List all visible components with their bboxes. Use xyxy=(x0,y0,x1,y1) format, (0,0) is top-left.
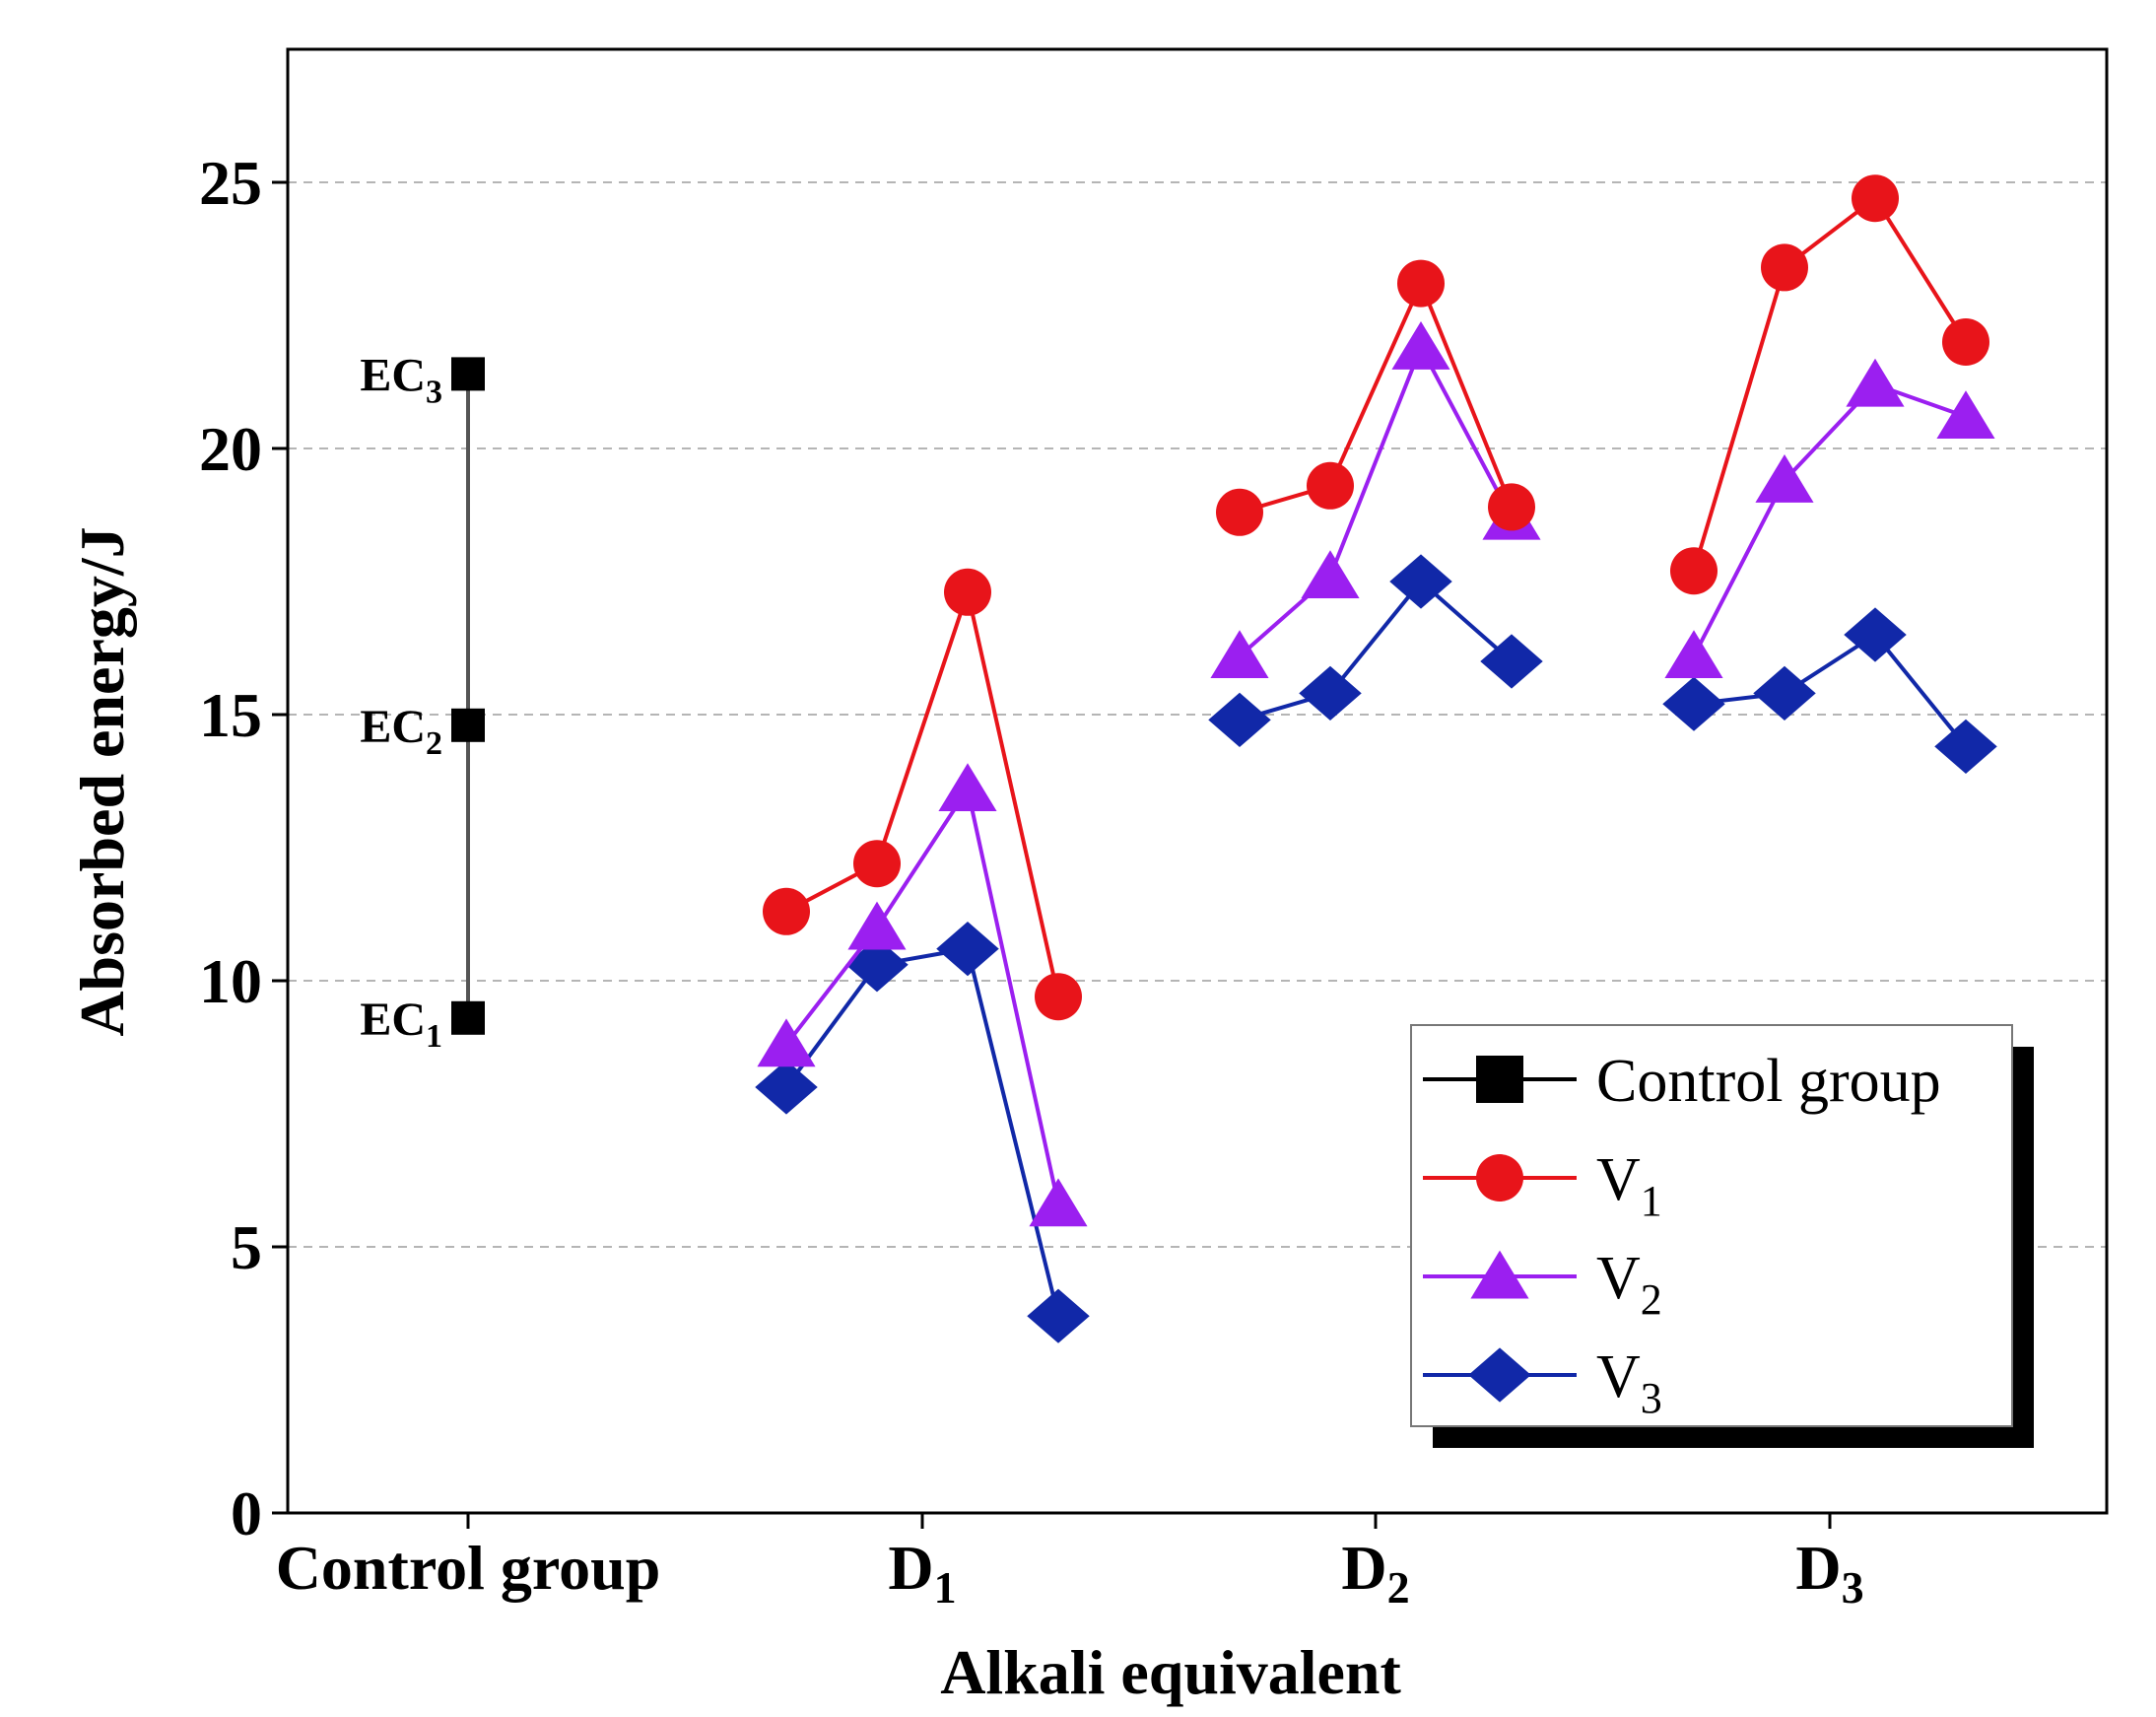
legend-label: Control group xyxy=(1596,1048,1941,1115)
data-point xyxy=(1670,547,1718,595)
x-tick-label: D3 xyxy=(1795,1533,1863,1613)
x-axis-title: Alkali equivalent xyxy=(940,1637,1401,1707)
y-axis-title: Absorbed energy/J xyxy=(67,526,137,1036)
x-tick-label: D2 xyxy=(1341,1533,1409,1613)
data-point xyxy=(1755,454,1814,503)
control-point-label: EC3 xyxy=(360,349,442,410)
data-point xyxy=(757,1018,816,1067)
legend-marker xyxy=(1470,1250,1529,1299)
data-point xyxy=(1389,554,1452,609)
y-tick-label: 10 xyxy=(199,946,262,1016)
data-point xyxy=(1391,321,1450,370)
control-group-series: EC1 EC2 EC3 xyxy=(360,349,485,1055)
data-point xyxy=(1480,634,1543,689)
data-point xyxy=(938,763,997,812)
data-point xyxy=(1846,358,1905,407)
data-point xyxy=(1753,665,1816,721)
y-tick-label: 15 xyxy=(199,680,262,750)
data-point xyxy=(944,568,991,616)
legend-label: V1 xyxy=(1596,1146,1662,1225)
data-point xyxy=(763,887,810,935)
series-line xyxy=(784,784,1060,1205)
control-point-label: EC1 xyxy=(360,994,442,1055)
series-V1 xyxy=(763,174,1989,1021)
data-point xyxy=(1208,692,1271,747)
data-point xyxy=(1942,318,1989,366)
data-point xyxy=(1934,719,1997,774)
control-point xyxy=(451,1000,485,1035)
data-point xyxy=(1301,550,1360,599)
legend-marker xyxy=(1476,1154,1523,1202)
series-line xyxy=(1238,342,1514,658)
legend-label: V2 xyxy=(1596,1245,1662,1324)
data-point xyxy=(1299,665,1362,721)
data-point xyxy=(1664,630,1723,679)
series-line xyxy=(1692,195,1968,572)
x-tick-label: Control group xyxy=(276,1533,661,1603)
control-point-label: EC2 xyxy=(360,701,442,762)
legend-marker xyxy=(1468,1347,1531,1403)
series-line xyxy=(1692,381,1967,657)
series-line xyxy=(784,946,1060,1317)
axes: 0 5 10 15 20 25 Control group D1 D2 D3 xyxy=(199,148,1864,1613)
data-point xyxy=(1210,630,1269,679)
legend-label: V3 xyxy=(1596,1343,1662,1422)
series-line xyxy=(1693,632,1968,748)
data-point xyxy=(1844,607,1907,662)
control-point xyxy=(451,357,485,391)
data-point xyxy=(1029,1178,1088,1227)
y-tick-label: 5 xyxy=(231,1212,262,1282)
data-point xyxy=(936,922,999,977)
data-point xyxy=(1035,973,1082,1021)
series-line xyxy=(785,584,1060,997)
series-V3 xyxy=(755,554,1997,1343)
data-point xyxy=(1761,243,1808,292)
data-point xyxy=(847,901,907,950)
data-point xyxy=(1852,174,1899,223)
series-line xyxy=(1239,278,1514,515)
y-tick-label: 20 xyxy=(199,414,262,484)
data-point xyxy=(1307,461,1354,510)
y-tick-label: 25 xyxy=(199,148,262,218)
data-point xyxy=(1936,390,1995,440)
x-tick-label: D1 xyxy=(888,1533,956,1613)
series-line xyxy=(1239,579,1514,722)
data-point xyxy=(1488,483,1535,531)
y-tick-label: 0 xyxy=(231,1478,262,1548)
data-point xyxy=(853,840,901,888)
legend-marker xyxy=(1476,1056,1523,1103)
data-point xyxy=(1397,259,1445,308)
plot-frame xyxy=(286,47,2109,1515)
data-point xyxy=(1662,676,1725,731)
data-point xyxy=(845,937,909,993)
data-point xyxy=(1216,488,1263,536)
control-point xyxy=(451,708,485,742)
legend: Control group V1 V2 V3 xyxy=(1410,1024,2034,1448)
data-point xyxy=(755,1060,818,1115)
data-series xyxy=(755,174,1997,1343)
data-point xyxy=(1027,1288,1090,1343)
